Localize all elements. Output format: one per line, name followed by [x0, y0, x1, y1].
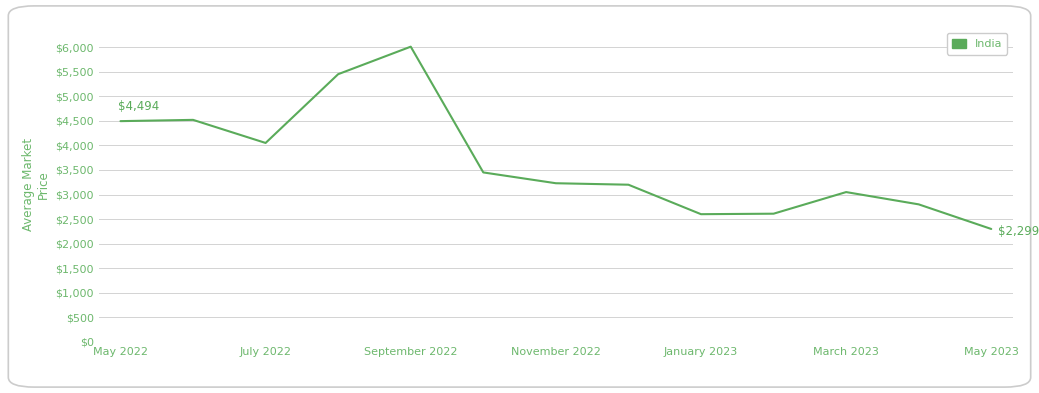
Text: $2,299: $2,299 [998, 224, 1039, 237]
FancyBboxPatch shape [8, 6, 1031, 387]
Y-axis label: Average Market
Price: Average Market Price [22, 138, 50, 231]
Legend: India: India [947, 33, 1008, 55]
Text: $4,494: $4,494 [117, 100, 159, 113]
